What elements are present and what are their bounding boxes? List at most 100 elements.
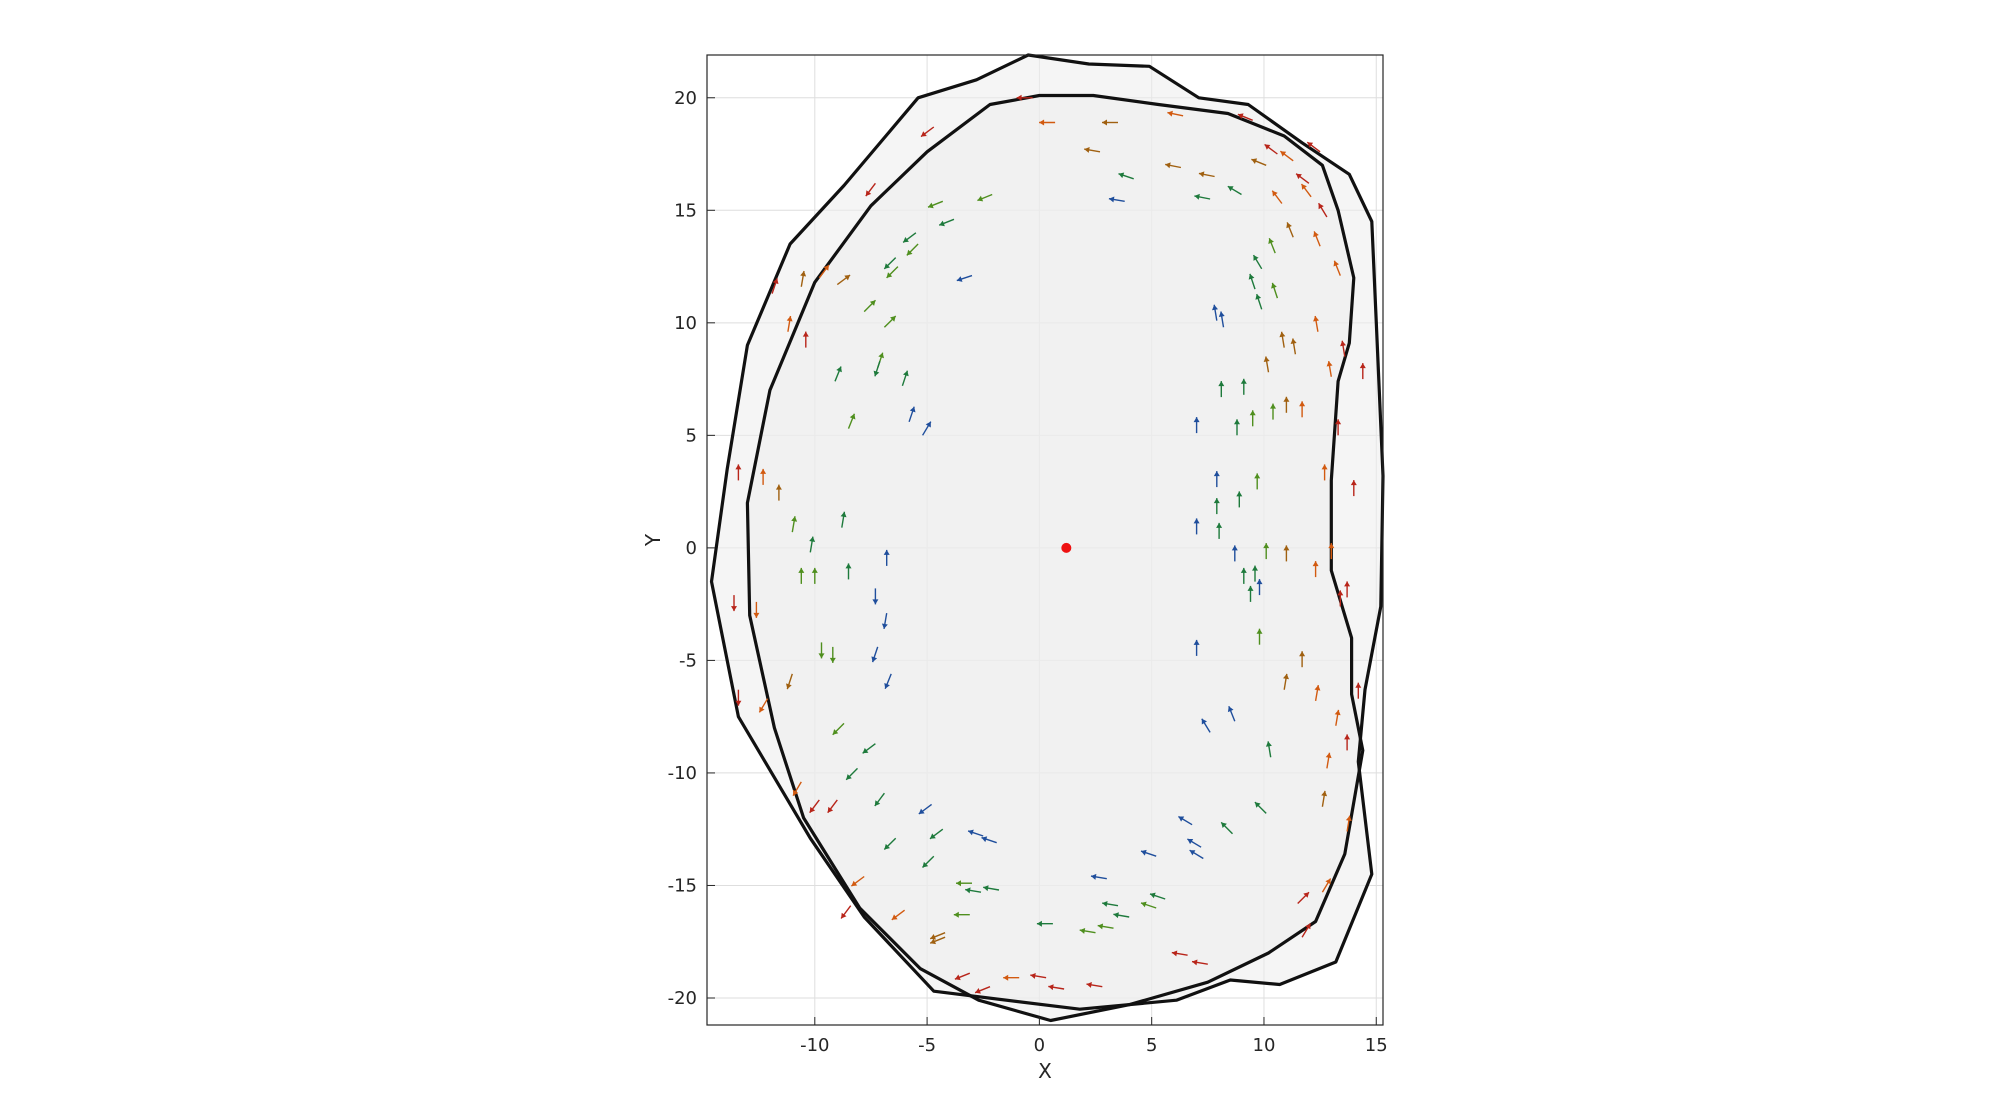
quiver-arrow xyxy=(983,885,1000,892)
quiver-arrow xyxy=(1187,838,1202,848)
surface-fill-2 xyxy=(747,95,1363,1021)
quiver-arrow xyxy=(809,536,816,553)
quiver-arrow xyxy=(832,722,845,736)
quiver-arrow xyxy=(863,299,876,313)
x-tick-label: -10 xyxy=(800,1035,829,1056)
quiver-arrow xyxy=(1231,545,1238,562)
quiver-arrow xyxy=(874,792,885,807)
quiver-arrow xyxy=(1079,928,1096,934)
quiver-arrow xyxy=(883,837,897,850)
x-tick-label: 15 xyxy=(1365,1035,1388,1056)
quiver-arrow xyxy=(922,855,935,868)
quiver-arrow xyxy=(902,232,917,243)
quiver-arrow xyxy=(1248,273,1256,290)
quiver-arrow xyxy=(829,646,836,663)
quiver-arrow xyxy=(981,836,997,844)
quiver-arrow xyxy=(792,781,802,797)
quiver-arrow xyxy=(1178,815,1193,826)
quiver-arrow xyxy=(862,743,876,754)
quiver-arrow xyxy=(1256,628,1263,645)
x-tick-label: 5 xyxy=(1146,1035,1157,1056)
quiver-arrow xyxy=(872,588,879,605)
quiver-arrow xyxy=(1113,912,1130,919)
quiver-arrow xyxy=(1279,150,1294,162)
quiver-arrow xyxy=(1191,959,1208,966)
quiver-arrow xyxy=(956,880,972,887)
quiver-arrow xyxy=(1318,202,1328,218)
quiver-arrow xyxy=(1326,360,1333,377)
quiver-arrow xyxy=(1265,741,1272,758)
plot-frame xyxy=(706,54,1384,1026)
quiver-arrow xyxy=(1086,982,1103,988)
quiver-arrow xyxy=(1140,901,1157,909)
quiver-arrow xyxy=(1264,143,1278,155)
quiver-arrow xyxy=(1227,185,1242,196)
quiver-arrow xyxy=(809,799,820,814)
quiver-arrow xyxy=(758,698,769,713)
quiver-arrow xyxy=(1167,110,1184,117)
quiver-arrow xyxy=(1321,790,1328,807)
quiver-arrow xyxy=(920,126,935,138)
quiver-arrow xyxy=(1234,419,1240,436)
quiver-arrow xyxy=(1286,222,1294,238)
quiver-arrow xyxy=(965,887,982,894)
y-tick-label: 20 xyxy=(674,88,697,109)
quiver-arrow xyxy=(1270,403,1276,420)
quiver-arrow xyxy=(1102,119,1118,126)
quiver-arrow xyxy=(1345,815,1352,832)
quiver-arrow xyxy=(834,366,842,382)
outline-curves xyxy=(709,53,1385,1023)
quiver-arrow xyxy=(1108,196,1125,203)
quiver-arrow xyxy=(1193,518,1200,535)
x-tick-label: -5 xyxy=(918,1035,936,1056)
quiver-arrow xyxy=(1283,673,1289,690)
quiver-arrow xyxy=(953,911,970,918)
quiver-arrow xyxy=(1140,849,1157,857)
quiver-arrow xyxy=(1344,581,1351,598)
quiver-arrow xyxy=(865,182,876,197)
quiver-arrow xyxy=(1340,340,1346,357)
quiver-arrow xyxy=(735,689,742,706)
quiver-arrow xyxy=(1314,684,1321,702)
quiver-arrow xyxy=(871,646,879,663)
quiver-arrow xyxy=(1036,920,1053,927)
quiver-arrow xyxy=(1263,356,1270,373)
quiver-arrow xyxy=(1237,113,1253,121)
quiver-arrow xyxy=(735,464,742,481)
quiver-arrow xyxy=(771,278,779,294)
axis-ticks: -10 -5 0 5 10 15 -20 -15 -10 -5 0 5 10 15 20 xyxy=(668,88,1388,1056)
y-tick-label: -15 xyxy=(668,875,697,896)
quiver-arrow xyxy=(798,567,805,584)
quiver-arrow xyxy=(1328,543,1335,560)
quiver-arrow xyxy=(1334,709,1341,726)
quiver-arrow xyxy=(800,270,807,287)
quiver-arrow xyxy=(1097,923,1114,930)
quiver-arrow xyxy=(1189,849,1204,860)
quiver-arrow xyxy=(1344,734,1351,751)
quiver-arrow xyxy=(1268,237,1276,254)
quiver-arrow xyxy=(840,511,847,528)
quiver-arrow xyxy=(954,972,971,981)
quiver-arrow xyxy=(1359,363,1366,380)
quiver-arrow xyxy=(791,516,798,533)
x-axis-label: X xyxy=(1038,1059,1052,1083)
quiver-arrow xyxy=(977,193,993,202)
quiver-arrow xyxy=(1252,254,1263,270)
quiver-arrow xyxy=(1355,682,1362,699)
quiver-arrow xyxy=(1212,304,1218,321)
quiver-arrow xyxy=(1048,984,1065,991)
quiver-arrow xyxy=(1333,260,1341,276)
quiver-arrow xyxy=(760,468,767,485)
quiver-arrow xyxy=(1118,172,1134,180)
quiver-arrow xyxy=(1003,974,1020,981)
quiver-arrow xyxy=(1220,821,1233,835)
y-axis-label: Y xyxy=(641,533,665,547)
quiver-arrow xyxy=(1247,585,1254,602)
quiver-arrow xyxy=(1251,158,1267,166)
quiver-arrow xyxy=(1039,119,1056,126)
quiver-arrow xyxy=(818,264,830,279)
quiver-arrow xyxy=(1090,873,1107,880)
quiver-arrow xyxy=(1300,183,1312,198)
quiver-arrow xyxy=(847,413,856,429)
